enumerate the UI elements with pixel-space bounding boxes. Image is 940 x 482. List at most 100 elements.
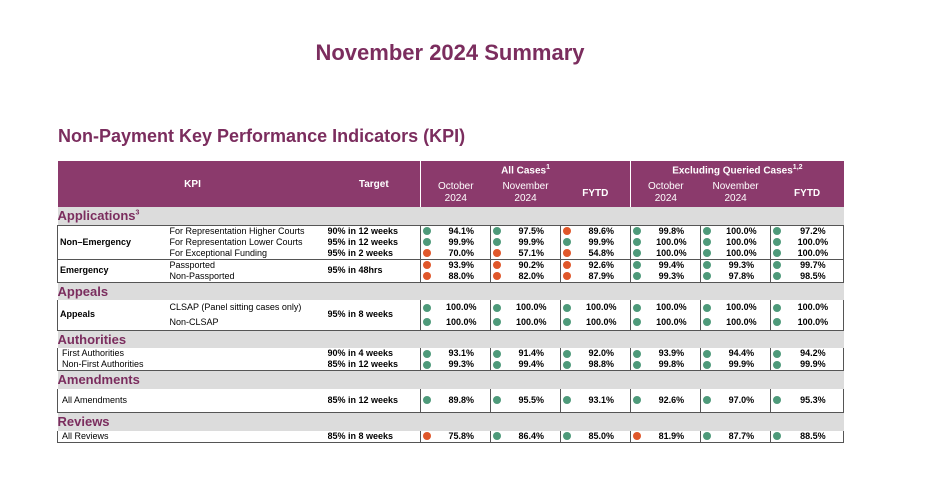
- status-green-icon: [563, 432, 572, 441]
- kpi-value: 99.8%: [658, 359, 685, 369]
- status-green-icon: [703, 249, 712, 258]
- status-green-icon: [633, 396, 642, 405]
- kpi-value: 94.4%: [728, 348, 755, 358]
- header-oct: October 2024: [420, 179, 491, 207]
- status-dot-cell: [770, 259, 783, 271]
- status-green-icon: [493, 303, 502, 312]
- status-dot-cell: [630, 300, 643, 315]
- category-amendments: Amendments: [57, 370, 844, 389]
- status-dot-cell: [630, 236, 643, 248]
- status-dot-cell: [770, 315, 783, 330]
- kpi-value: 100.0%: [586, 316, 617, 327]
- status-dot-cell: [420, 430, 433, 442]
- kpi-value: 70.0%: [448, 247, 475, 258]
- status-red-icon: [493, 261, 502, 270]
- status-green-icon: [773, 396, 782, 405]
- status-green-icon: [493, 432, 502, 441]
- status-dot-cell: [560, 430, 573, 442]
- kpi-value: 100.0%: [782, 236, 845, 248]
- status-dot-cell: [490, 359, 503, 371]
- status-dot-cell: [770, 270, 783, 282]
- status-green-icon: [493, 238, 502, 247]
- kpi-value: 88.0%: [448, 270, 475, 281]
- kpi-value: 93.1%: [448, 348, 475, 358]
- status-dot-cell: [560, 247, 573, 259]
- status-dot-cell: [420, 359, 433, 371]
- kpi-value: 87.7%: [728, 430, 755, 441]
- status-dot-cell: [700, 225, 713, 237]
- kpi-target: 85% in 12 weeks: [327, 394, 399, 405]
- kpi-value: 100.0%: [726, 225, 757, 236]
- status-dot-cell: [490, 259, 503, 271]
- kpi-value: 100.0%: [446, 302, 477, 312]
- kpi-value: 100.0%: [782, 300, 845, 315]
- status-dot-cell: [630, 259, 643, 271]
- kpi-value: 100.0%: [656, 247, 687, 258]
- status-red-icon: [423, 261, 432, 270]
- page-title: November 2024 Summary: [315, 40, 585, 65]
- status-red-icon: [563, 227, 572, 236]
- status-green-icon: [633, 360, 642, 369]
- kpi-value: 85.0%: [588, 430, 615, 441]
- status-red-icon: [423, 272, 432, 281]
- status-dot-cell: [700, 236, 713, 248]
- status-dot-cell: [770, 388, 783, 413]
- status-green-icon: [423, 318, 432, 327]
- status-green-icon: [703, 349, 712, 358]
- kpi-value: 57.1%: [518, 247, 545, 258]
- status-dot-cell: [420, 236, 433, 248]
- status-green-icon: [423, 349, 432, 358]
- group-emergency: Emergency: [57, 259, 166, 283]
- kpi-label: All Reviews: [56, 430, 328, 442]
- kpi-value: 95.3%: [782, 388, 845, 413]
- status-red-icon: [563, 249, 572, 258]
- header-target: Target: [327, 161, 421, 207]
- status-dot-cell: [770, 247, 783, 259]
- status-green-icon: [703, 360, 712, 369]
- status-dot-cell: [490, 315, 503, 330]
- status-dot-cell: [420, 300, 433, 315]
- status-green-icon: [703, 318, 712, 327]
- status-dot-cell: [770, 236, 783, 248]
- status-dot-cell: [630, 359, 643, 371]
- kpi-value: 99.9%: [782, 359, 845, 371]
- kpi-value: 99.9%: [728, 359, 755, 369]
- status-dot-cell: [560, 236, 573, 248]
- status-dot-cell: [490, 247, 503, 259]
- kpi-value: 100.0%: [586, 302, 617, 312]
- status-green-icon: [563, 238, 572, 247]
- status-dot-cell: [490, 236, 503, 248]
- status-green-icon: [773, 349, 782, 358]
- kpi-value: 99.3%: [448, 359, 475, 369]
- status-dot-cell: [560, 315, 573, 330]
- status-dot-cell: [560, 270, 573, 282]
- kpi-value: 100.0%: [726, 302, 757, 312]
- status-dot-cell: [560, 388, 573, 413]
- status-green-icon: [423, 396, 432, 405]
- status-green-icon: [633, 303, 642, 312]
- section-title: Non-Payment Key Performance Indicators (…: [58, 126, 466, 146]
- status-red-icon: [423, 432, 432, 441]
- category-reviews: Reviews: [57, 412, 844, 431]
- group-appeals: Appeals: [57, 300, 166, 331]
- kpi-value: 93.1%: [588, 394, 615, 405]
- status-green-icon: [703, 238, 712, 247]
- kpi-value: 54.8%: [588, 247, 615, 258]
- status-green-icon: [493, 227, 502, 236]
- status-dot-cell: [700, 315, 713, 330]
- kpi-value: 98.8%: [588, 359, 615, 369]
- kpi-value: 100.0%: [782, 315, 845, 330]
- status-dot-cell: [700, 259, 713, 271]
- status-dot-cell: [700, 247, 713, 259]
- kpi-target: 85% in 12 weeks: [327, 359, 399, 369]
- kpi-target: 90% in 4 weeks: [327, 348, 394, 358]
- status-green-icon: [563, 349, 572, 358]
- kpi-value: 100.0%: [726, 236, 757, 247]
- status-green-icon: [773, 238, 782, 247]
- kpi-value: 94.2%: [782, 348, 845, 359]
- status-dot-cell: [420, 388, 433, 413]
- kpi-value: 99.7%: [782, 259, 845, 271]
- status-green-icon: [633, 261, 642, 270]
- status-dot-cell: [490, 270, 503, 282]
- kpi-value: 100.0%: [656, 302, 687, 312]
